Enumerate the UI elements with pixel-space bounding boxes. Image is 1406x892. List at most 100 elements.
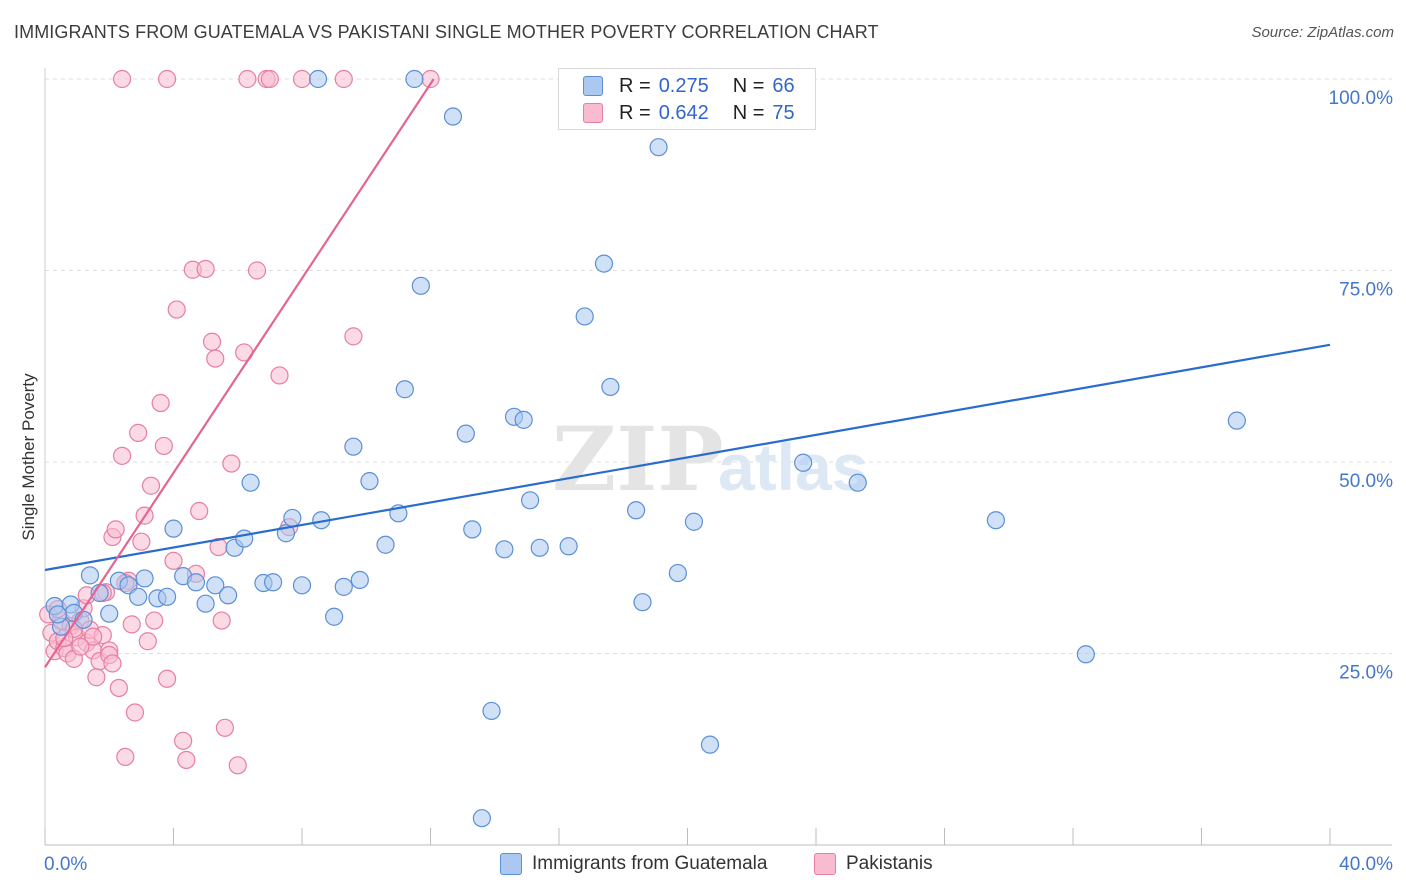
r-label: R = [619,101,651,124]
pakistanis-point [141,476,161,495]
pakistanis-point [212,611,231,630]
pakistanis-point [238,69,257,89]
guatemala-point [463,520,482,539]
pakistanis-point [109,678,128,698]
guatemala-point [186,573,206,592]
guatemala-point [594,254,614,273]
guatemala-point [472,809,491,828]
guatemala-point [848,473,867,492]
pakistanis-point [206,349,225,368]
guatemala-point [283,508,302,528]
guatemala-point [395,380,414,399]
pakistanis-point [334,69,353,89]
trend-lines [44,78,1331,668]
guatemala-point [135,569,154,588]
guatemala-point [360,472,379,491]
pakistanis-point [151,393,170,413]
guatemala-point [376,535,395,554]
pakistanis-point [202,332,222,351]
pakistanis-point [138,632,157,651]
pakistanis-point [215,718,234,737]
pakistanis-point [125,703,145,722]
bottom-legend-guatemala: Immigrants from Guatemala [500,852,767,876]
guatemala-point [219,586,238,605]
n-value: 75 [772,101,795,124]
pakistanis-point [103,654,122,673]
guatemala-trend-line [44,343,1331,572]
guatemala-point [456,424,475,443]
pakistanis-point [132,532,151,551]
pakistanis-points [39,69,440,775]
pakistanis-point [112,446,132,465]
pakistanis-point [247,261,267,280]
guatemala-point [164,519,183,538]
guatemala-point [206,576,225,595]
guatemala-point [325,607,344,626]
n-label: N = [732,74,765,97]
guatemala-point [495,540,514,559]
guatemala-point [520,491,540,510]
y-tick-label: 75.0% [1339,280,1393,301]
guatemala-point [196,594,215,613]
pakistanis-point [174,731,193,750]
n-label: N = [732,101,765,124]
r-value: 0.275 [658,74,709,97]
pakistanis-point [106,520,125,539]
guatemala-point [405,69,424,89]
pakistanis-point [196,259,215,279]
y-tick-label: 50.0% [1339,471,1393,492]
pakistanis-point [84,627,103,646]
guatemala-point [411,276,430,295]
pakistanis-point [157,69,177,89]
watermark-zip: ZIP [552,407,724,511]
x-tick-label: 0.0% [44,854,87,875]
pakistanis-point [157,669,177,688]
guatemala-point [443,107,463,126]
n-value: 66 [772,74,795,97]
axes [44,68,1392,846]
guatemala-point [350,570,369,590]
bottom-legend-label: Pakistanis [846,853,933,874]
gridlines [45,78,1392,654]
guatemala-point [344,437,363,456]
pakistanis-point [270,366,289,385]
guatemala-point [1227,411,1246,430]
pakistanis-point [116,747,135,767]
guatemala-point [235,529,254,548]
guatemala-point [263,573,283,592]
pakistanis-point [190,501,209,521]
pakistanis-point [344,327,363,346]
guatemala-point [559,537,578,556]
pakistanis-point [71,637,90,656]
pakistanis-point [292,69,312,89]
guatemala-point [986,511,1006,530]
axis-labels: 100.0% 75.0% 50.0% 25.0% 0.0% 40.0% Single Mot… [19,88,1393,875]
legend-row-pakistanis: R = 0.642 N = 75 [583,100,795,126]
guatemala-point [80,566,100,585]
guatemala-point [668,563,687,583]
y-axis-title: Single Mother Poverty [19,373,38,541]
guatemala-point [626,501,646,520]
guatemala-point [100,604,119,623]
pink-swatch [814,853,836,875]
pakistanis-point [260,69,279,89]
guatemala-point [794,453,813,472]
correlation-legend: R = 0.275 N = 66 R = 0.642 N = 75 [558,68,816,130]
y-tick-label: 25.0% [1339,663,1393,684]
guatemala-point [601,377,620,397]
watermark-atlas: atlas [718,430,868,504]
chart-title: IMMIGRANTS FROM GUATEMALA VS PAKISTANI S… [14,22,879,42]
pakistanis-point [164,551,183,570]
pakistanis-trend-line [44,78,435,668]
guatemala-point [700,735,720,754]
guatemala-point [575,307,594,326]
guatemala-point [308,69,328,89]
pakistanis-point [87,668,106,687]
pakistanis-point [145,611,164,630]
guatemala-point [633,593,652,612]
guatemala-point [1076,645,1095,664]
guatemala-point [649,138,668,157]
pakistanis-point [112,69,132,89]
